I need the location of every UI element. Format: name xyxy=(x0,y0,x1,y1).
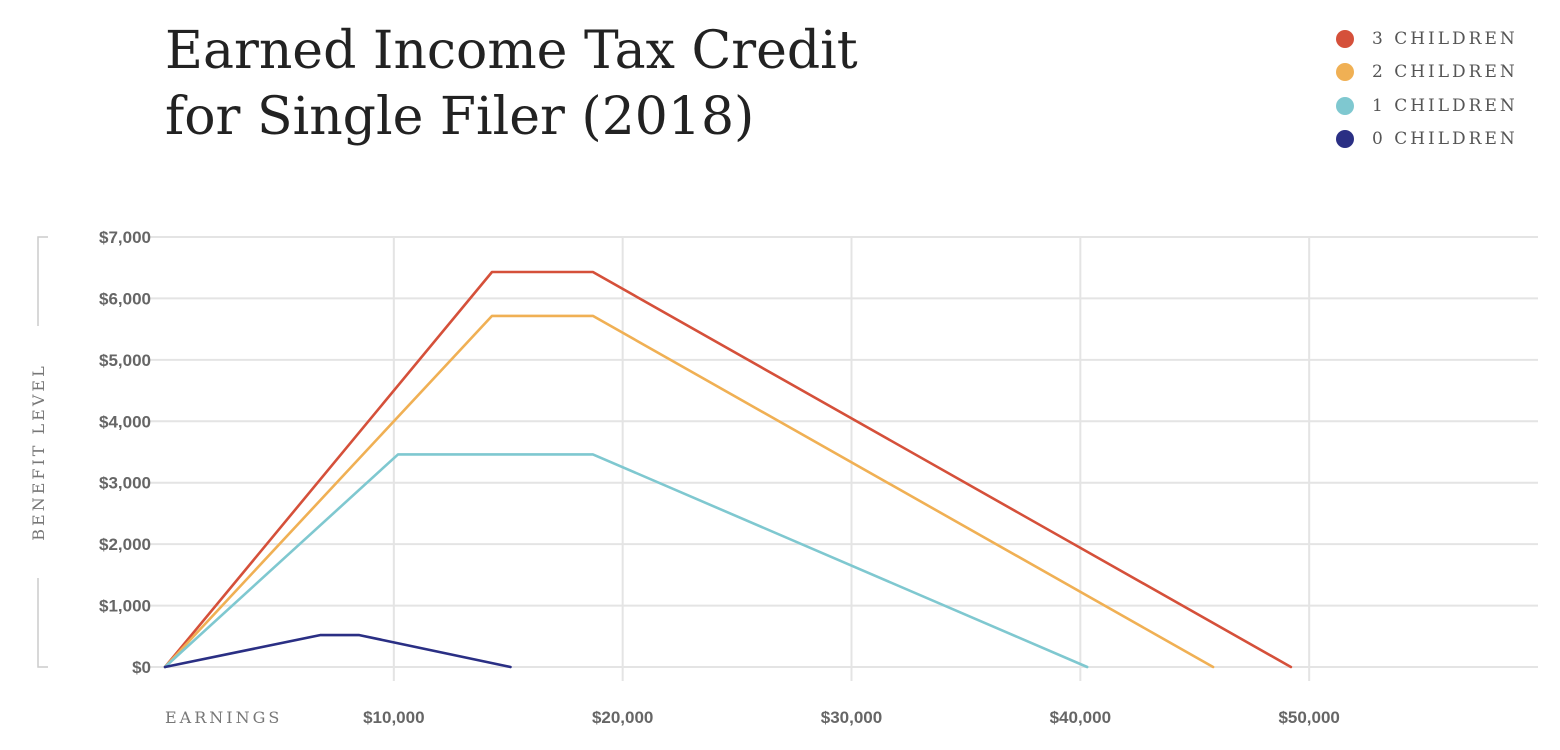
tick-labels: $0 $1,000 $2,000 $3,000 $4,000 $5,000 $6,000 $7… xyxy=(99,228,1340,727)
legend-label-2-children: 2 CHILDREN xyxy=(1372,62,1518,83)
legend-item-1-children[interactable]: 1 CHILDREN xyxy=(1336,89,1518,123)
legend-swatch-2-children xyxy=(1336,63,1354,82)
x-tick-label: $30,000 xyxy=(821,708,882,727)
x-tick-label: $40,000 xyxy=(1050,708,1111,727)
legend-swatch-0-children xyxy=(1336,130,1354,149)
x-axis-title: EARNINGS xyxy=(165,708,282,727)
legend-swatch-1-children xyxy=(1336,96,1354,115)
y-tick-label: $4,000 xyxy=(99,412,151,431)
y-tick-label: $0 xyxy=(132,658,151,677)
y-tick-label: $6,000 xyxy=(99,289,151,308)
legend-label-0-children: 0 CHILDREN xyxy=(1372,129,1518,150)
legend: 3 CHILDREN 2 CHILDREN 1 CHILDREN 0 CHILD… xyxy=(1336,22,1518,156)
title-line-2: for Single Filer (2018) xyxy=(165,87,755,147)
x-tick-label: $20,000 xyxy=(592,708,653,727)
legend-label-3-children: 3 CHILDREN xyxy=(1372,28,1518,49)
legend-label-1-children: 1 CHILDREN xyxy=(1372,95,1518,116)
x-tick-label: $50,000 xyxy=(1278,708,1339,727)
chart-title: Earned Income Tax Credit for Single File… xyxy=(165,18,858,150)
x-tick-label: $10,000 xyxy=(363,708,424,727)
grid xyxy=(150,236,1538,681)
y-tick-label: $1,000 xyxy=(99,597,151,616)
legend-swatch-3-children xyxy=(1336,29,1354,48)
legend-item-3-children[interactable]: 3 CHILDREN xyxy=(1336,22,1518,56)
series-line-1-children[interactable] xyxy=(163,453,1089,669)
legend-item-0-children[interactable]: 0 CHILDREN xyxy=(1336,123,1518,157)
series-layer xyxy=(163,270,1293,669)
y-tick-label: $3,000 xyxy=(99,474,151,493)
y-axis-title: BENEFIT LEVEL xyxy=(29,363,48,540)
y-axis-bracket xyxy=(37,236,48,668)
series-line-2-children[interactable] xyxy=(163,314,1215,669)
y-tick-label: $7,000 xyxy=(99,228,151,247)
series-line-3-children[interactable] xyxy=(163,270,1293,669)
title-line-1: Earned Income Tax Credit xyxy=(165,21,858,81)
y-tick-label: $2,000 xyxy=(99,535,151,554)
legend-item-2-children[interactable]: 2 CHILDREN xyxy=(1336,56,1518,90)
series-line-0-children[interactable] xyxy=(163,633,512,669)
y-tick-label: $5,000 xyxy=(99,351,151,370)
